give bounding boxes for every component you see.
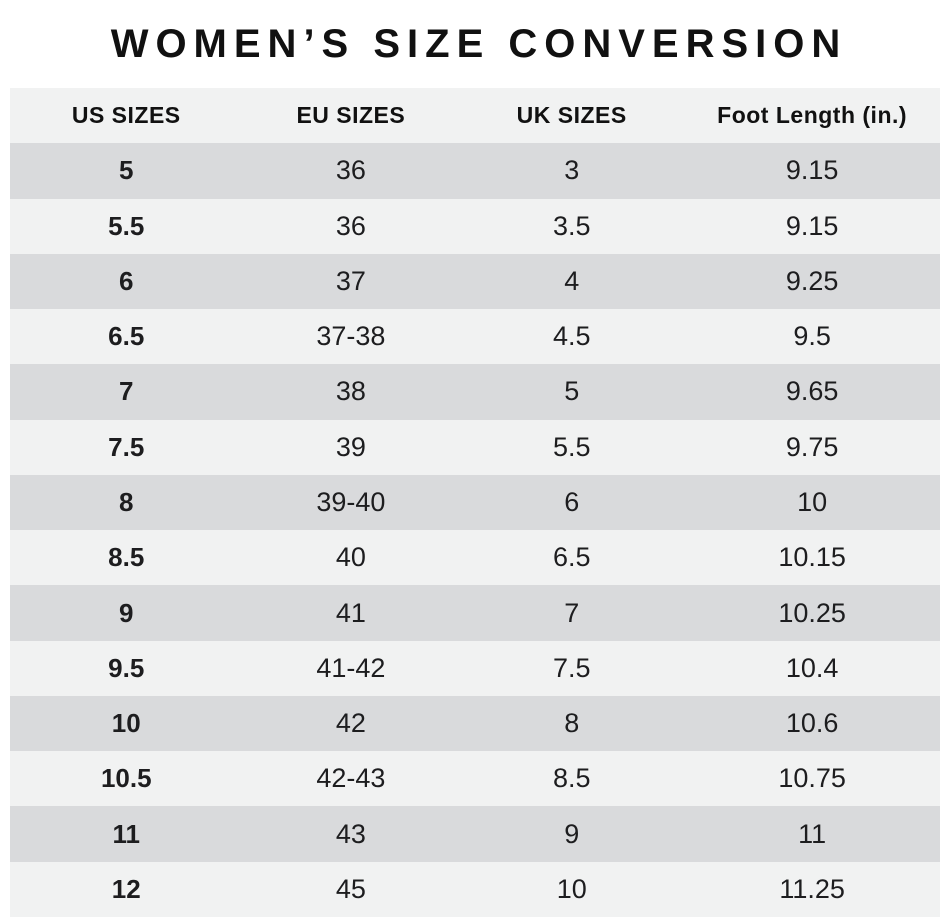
table-row: 5.5 36 3.5 9.15	[10, 198, 940, 254]
table-row: 5 36 3 9.15	[10, 143, 940, 199]
eu-size-cell: 45	[335, 873, 366, 904]
uk-size-cell: 6.5	[552, 542, 591, 573]
us-size-cell: 9	[119, 597, 134, 628]
foot-length-cell: 9.65	[785, 376, 839, 407]
table-row: 9 41 7 10.25	[10, 585, 940, 641]
eu-size-cell: 37-38	[316, 321, 386, 352]
column-header-us-sizes: US SIZES	[71, 102, 181, 129]
us-size-cell: 5	[119, 155, 134, 186]
column-header-uk-sizes: UK SIZES	[516, 102, 627, 129]
table-row: 6.5 37-38 4.5 9.5	[10, 309, 940, 365]
foot-length-cell: 9.5	[793, 321, 831, 352]
eu-size-cell: 42	[335, 708, 366, 739]
table-row: 10 42 8 10.6	[10, 695, 940, 752]
eu-size-cell: 39	[335, 431, 366, 462]
column-header-foot-length: Foot Length (in.)	[717, 102, 908, 129]
table-row: 6 37 4 9.25	[10, 253, 940, 310]
table-row: 7 38 5 9.65	[10, 364, 940, 420]
uk-size-cell: 7.5	[552, 652, 591, 683]
us-size-cell: 8	[119, 486, 134, 517]
us-size-cell: 6.5	[108, 321, 145, 352]
eu-size-cell: 36	[335, 210, 366, 241]
foot-length-cell: 10.6	[785, 708, 839, 739]
foot-length-cell: 10	[797, 486, 828, 517]
uk-size-cell: 10	[556, 873, 587, 904]
table-row: 11 43 9 11	[10, 806, 940, 862]
foot-length-cell: 9.15	[785, 155, 839, 186]
table-row: 7.5 39 5.5 9.75	[10, 419, 940, 475]
us-size-cell: 7.5	[108, 431, 145, 462]
uk-size-cell: 8	[564, 708, 580, 739]
foot-length-cell: 9.75	[785, 431, 839, 462]
foot-length-cell: 10.25	[778, 597, 846, 628]
uk-size-cell: 5	[564, 376, 580, 407]
foot-length-cell: 11.25	[779, 873, 845, 904]
table-header-row: US SIZES EU SIZES UK SIZES Foot Length (…	[10, 88, 940, 144]
us-size-cell: 5.5	[108, 210, 145, 241]
size-conversion-table: US SIZES EU SIZES UK SIZES Foot Length (…	[10, 88, 940, 917]
eu-size-cell: 36	[335, 155, 366, 186]
uk-size-cell: 4.5	[552, 321, 591, 352]
uk-size-cell: 3	[564, 155, 580, 186]
table-row: 8 39-40 6 10	[10, 474, 940, 531]
foot-length-cell: 10.75	[778, 763, 846, 794]
foot-length-cell: 11	[798, 818, 827, 849]
uk-size-cell: 4	[564, 265, 580, 296]
us-size-cell: 10.5	[100, 763, 152, 794]
foot-length-cell: 10.15	[778, 542, 846, 573]
uk-size-cell: 6	[564, 486, 580, 517]
uk-size-cell: 8.5	[552, 763, 591, 794]
eu-size-cell: 38	[335, 376, 366, 407]
eu-size-cell: 39-40	[316, 486, 386, 517]
eu-size-cell: 43	[335, 818, 366, 849]
table-row: 12 45 10 11.25	[10, 861, 940, 917]
uk-size-cell: 5.5	[552, 431, 591, 462]
table-row: 8.5 40 6.5 10.15	[10, 530, 940, 586]
column-header-eu-sizes: EU SIZES	[296, 102, 406, 129]
table-row: 9.5 41-42 7.5 10.4	[10, 640, 940, 696]
table-row: 10.5 42-43 8.5 10.75	[10, 751, 940, 807]
uk-size-cell: 7	[564, 597, 580, 628]
uk-size-cell: 9	[564, 818, 580, 849]
foot-length-cell: 9.15	[785, 210, 839, 241]
foot-length-cell: 10.4	[785, 652, 839, 683]
us-size-cell: 7	[119, 376, 134, 407]
eu-size-cell: 40	[335, 542, 366, 573]
title-bar: WOMEN’S SIZE CONVERSION	[0, 0, 951, 88]
us-size-cell: 12	[111, 873, 141, 904]
eu-size-cell: 41-42	[316, 652, 386, 683]
foot-length-cell: 9.25	[785, 265, 839, 296]
uk-size-cell: 3.5	[552, 210, 591, 241]
us-size-cell: 8.5	[108, 542, 145, 573]
page-title: WOMEN’S SIZE CONVERSION	[110, 21, 848, 66]
eu-size-cell: 37	[335, 265, 366, 296]
us-size-cell: 10	[111, 708, 141, 739]
us-size-cell: 9.5	[108, 652, 145, 683]
eu-size-cell: 41	[335, 597, 366, 628]
us-size-cell: 6	[119, 265, 134, 296]
us-size-cell: 11	[112, 818, 141, 849]
eu-size-cell: 42-43	[316, 763, 386, 794]
